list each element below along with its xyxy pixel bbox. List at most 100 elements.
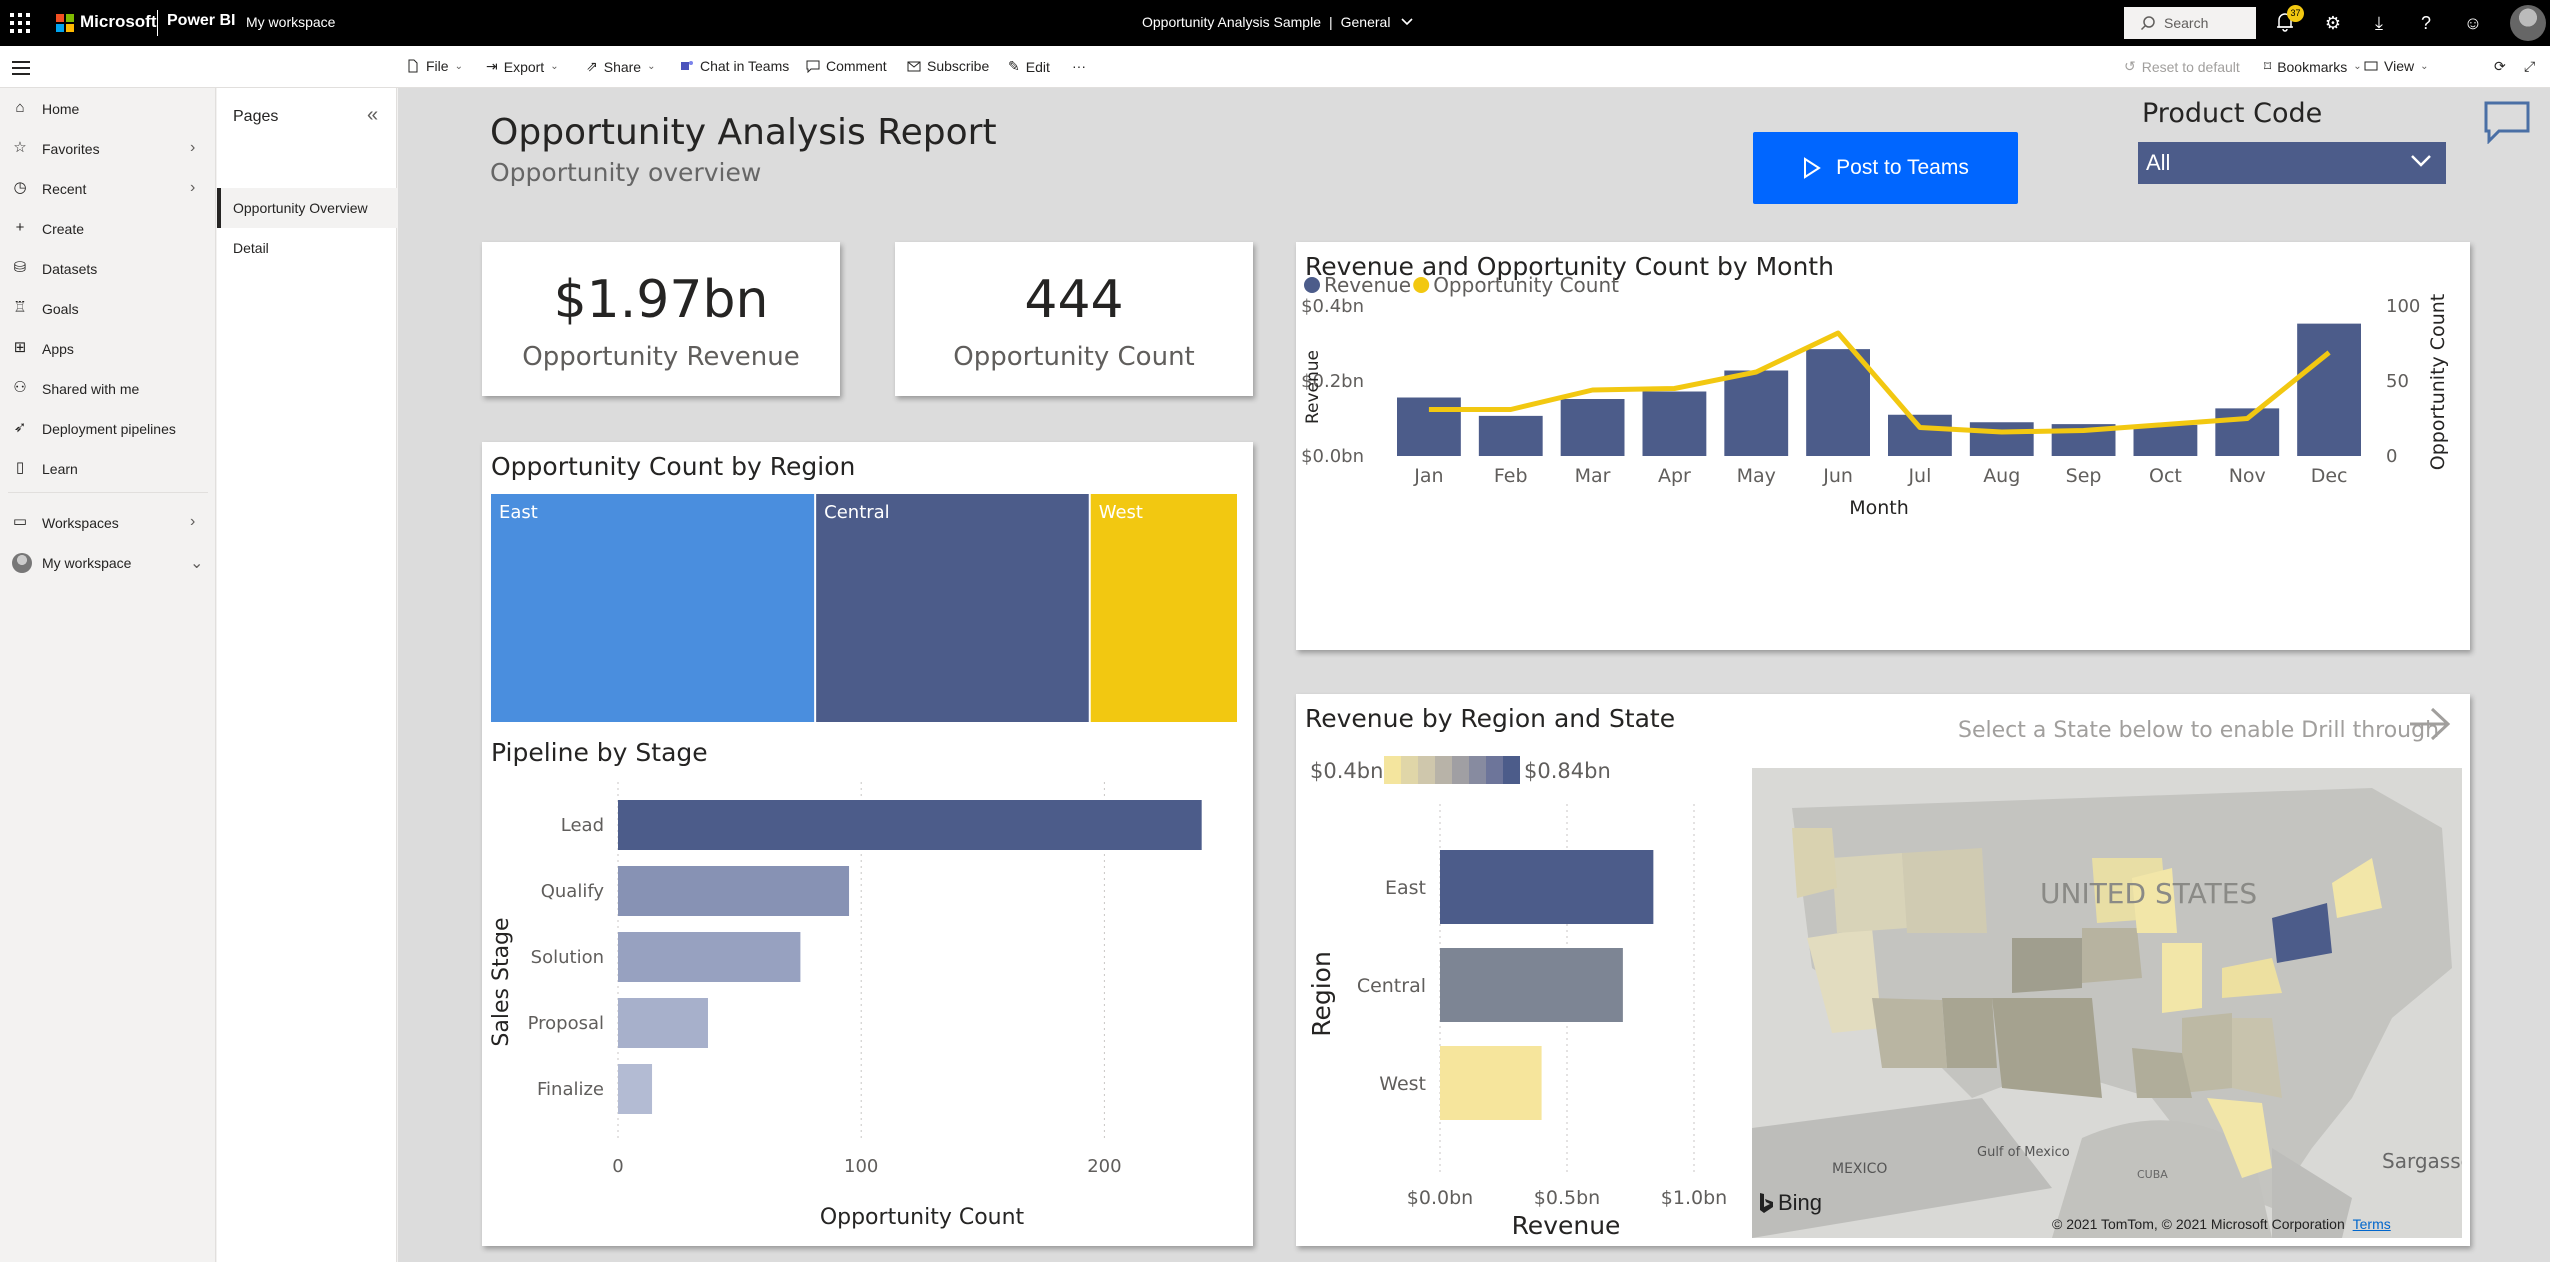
gradient-swatch <box>1452 756 1469 784</box>
gradient-swatch <box>1401 756 1418 784</box>
y2-tick-label: 100 <box>2386 296 2420 317</box>
apps-icon: ⊞ <box>13 339 27 356</box>
refresh-icon[interactable]: ⟳ <box>2494 58 2506 74</box>
bookmarks-menu[interactable]: ⌑ Bookmarks ⌄ <box>2264 58 2362 75</box>
help-icon[interactable]: ? <box>2420 13 2431 33</box>
file-menu[interactable]: File ⌄ <box>406 58 463 74</box>
pencil-icon: ✎ <box>1008 58 1020 74</box>
chat-in-teams-button[interactable]: Chat in Teams <box>680 58 789 74</box>
x-tick-label: Mar <box>1575 465 1611 487</box>
legend-marker <box>1413 277 1430 293</box>
stage-bar <box>618 800 1202 850</box>
play-icon <box>1804 157 1822 179</box>
expand-icon[interactable]: ⤢ <box>2524 58 2536 74</box>
report-title-header[interactable]: Opportunity Analysis Sample | General <box>1142 14 1414 30</box>
nav-item-recent[interactable]: ◷ Recent › <box>0 174 216 204</box>
nav-item-favorites[interactable]: ☆ Favorites › <box>0 134 216 164</box>
bookmarks-label: Bookmarks <box>2277 58 2348 75</box>
nav-item-shared[interactable]: ⚇ Shared with me <box>0 374 216 404</box>
combo-chart-visual[interactable]: Revenue and Opportunity Count by Month R… <box>1296 242 2470 650</box>
feedback-smiley-icon[interactable]: ☺ <box>2463 13 2483 33</box>
subscribe-button[interactable]: Subscribe <box>907 58 989 74</box>
copyright-text: © 2021 TomTom, © 2021 Microsoft Corporat… <box>2052 1216 2345 1232</box>
revenue-bar <box>1642 391 1707 456</box>
nav-item-deployment[interactable]: ➶ Deployment pipelines <box>0 414 216 444</box>
subscribe-label: Subscribe <box>927 58 990 74</box>
nav-divider <box>8 492 208 493</box>
view-icon <box>2364 61 2378 71</box>
view-label: View <box>2384 58 2415 74</box>
x-tick-label: $0.0bn <box>1407 1187 1473 1209</box>
nav-item-create[interactable]: + Create <box>0 214 216 244</box>
y-tick-label: Solution <box>531 947 604 968</box>
search-input[interactable]: Search <box>2124 7 2256 39</box>
microsoft-logo-icon <box>56 14 74 32</box>
region-bar <box>1440 1046 1542 1120</box>
map-visual[interactable]: UNITED STATES Gulf of Mexico MEXICO CUBA… <box>1752 768 2462 1238</box>
sensitivity-label: General <box>1340 14 1391 30</box>
view-menu[interactable]: View ⌄ <box>2364 58 2428 74</box>
post-to-teams-button[interactable]: Post to Teams <box>1753 132 2018 204</box>
export-menu[interactable]: ⇥ Export ⌄ <box>486 58 559 75</box>
comment-label: Comment <box>826 58 887 74</box>
y-tick-label: $0.2bn <box>1301 371 1364 392</box>
x-tick-label: Jul <box>1907 465 1931 487</box>
kpi-card-revenue[interactable]: $1.97bn Opportunity Revenue <box>482 242 840 396</box>
app-launcher-icon[interactable] <box>10 13 30 33</box>
teams-icon <box>681 61 693 70</box>
download-icon[interactable]: ⤓ <box>2375 13 2383 33</box>
nav-item-my-workspace[interactable]: My workspace ⌄ <box>0 548 216 578</box>
x-tick-label: $1.0bn <box>1661 1187 1727 1209</box>
page-tab-detail[interactable]: Detail <box>217 228 397 268</box>
page-tab-overview[interactable]: Opportunity Overview <box>217 188 397 228</box>
breadcrumb-workspace[interactable]: My workspace <box>246 14 336 30</box>
divider <box>157 10 158 36</box>
reset-label: Reset to default <box>2141 58 2240 75</box>
kpi-card-count[interactable]: 444 Opportunity Count <box>895 242 1253 396</box>
x-tick-label: 200 <box>1087 1156 1121 1177</box>
chevron-down-icon: ⌄ <box>647 61 656 72</box>
revenue-region-visual[interactable]: Revenue by Region and State $0.4bn $0.84b… <box>1296 694 2470 1246</box>
settings-gear-icon[interactable]: ⚙ <box>2324 13 2342 33</box>
legend-label: Opportunity Count <box>1433 273 1619 297</box>
comment-button[interactable]: Comment <box>806 58 887 74</box>
drillthrough-arrow-icon[interactable] <box>2408 706 2454 742</box>
region-pipeline-visual[interactable]: Opportunity Count by Region East Central W… <box>482 442 1253 1246</box>
book-icon: ▯ <box>15 459 25 476</box>
visual-title: Opportunity Count by Region <box>491 452 856 481</box>
gradient-max-label: $0.84bn <box>1524 759 1611 783</box>
chevron-down-icon: ⌄ <box>2420 60 2429 72</box>
nav-item-home[interactable]: ⌂ Home <box>0 94 216 124</box>
y-tick-label: Qualify <box>541 881 605 902</box>
region-bar <box>1440 948 1623 1022</box>
more-options-button[interactable]: ··· <box>1072 58 1086 74</box>
revenue-bar <box>1478 415 1543 456</box>
report-title: Opportunity Analysis Report <box>490 112 997 153</box>
nav-item-datasets[interactable]: ⛁ Datasets <box>0 254 216 284</box>
nav-item-apps[interactable]: ⊞ Apps <box>0 334 216 364</box>
treemap-label: Central <box>824 502 890 523</box>
product-code-dropdown[interactable]: All <box>2138 142 2446 184</box>
mail-icon <box>907 61 921 72</box>
nav-item-workspaces[interactable]: ▭ Workspaces › <box>0 508 216 538</box>
terms-link[interactable]: Terms <box>2352 1216 2391 1232</box>
reset-to-default-button[interactable]: ↺ Reset to default <box>2124 58 2240 75</box>
top-bar: Microsoft Power BI My workspace Opportun… <box>0 0 2550 46</box>
comment-bubble-icon[interactable] <box>2483 100 2531 144</box>
user-avatar[interactable] <box>2510 5 2546 41</box>
x-axis-title: Opportunity Count <box>820 1205 1025 1230</box>
brand-name[interactable]: Microsoft <box>80 12 157 31</box>
nav-label: Home <box>42 101 80 117</box>
nav-item-goals[interactable]: ♖ Goals <box>0 294 216 324</box>
hamburger-menu-icon[interactable] <box>12 61 30 79</box>
collapse-pane-icon[interactable]: « <box>367 104 379 126</box>
nav-item-learn[interactable]: ▯ Learn <box>0 454 216 484</box>
product-name[interactable]: Power BI <box>167 12 236 29</box>
pages-title: Pages <box>233 108 279 125</box>
search-icon <box>2140 16 2155 31</box>
y2-axis-title: Opportunity Count <box>2427 294 2449 470</box>
page-label: Opportunity Overview <box>233 200 368 216</box>
revenue-bar <box>1724 370 1789 456</box>
edit-button[interactable]: ✎ Edit <box>1008 58 1050 75</box>
share-menu[interactable]: ⇗ Share ⌄ <box>586 58 655 75</box>
